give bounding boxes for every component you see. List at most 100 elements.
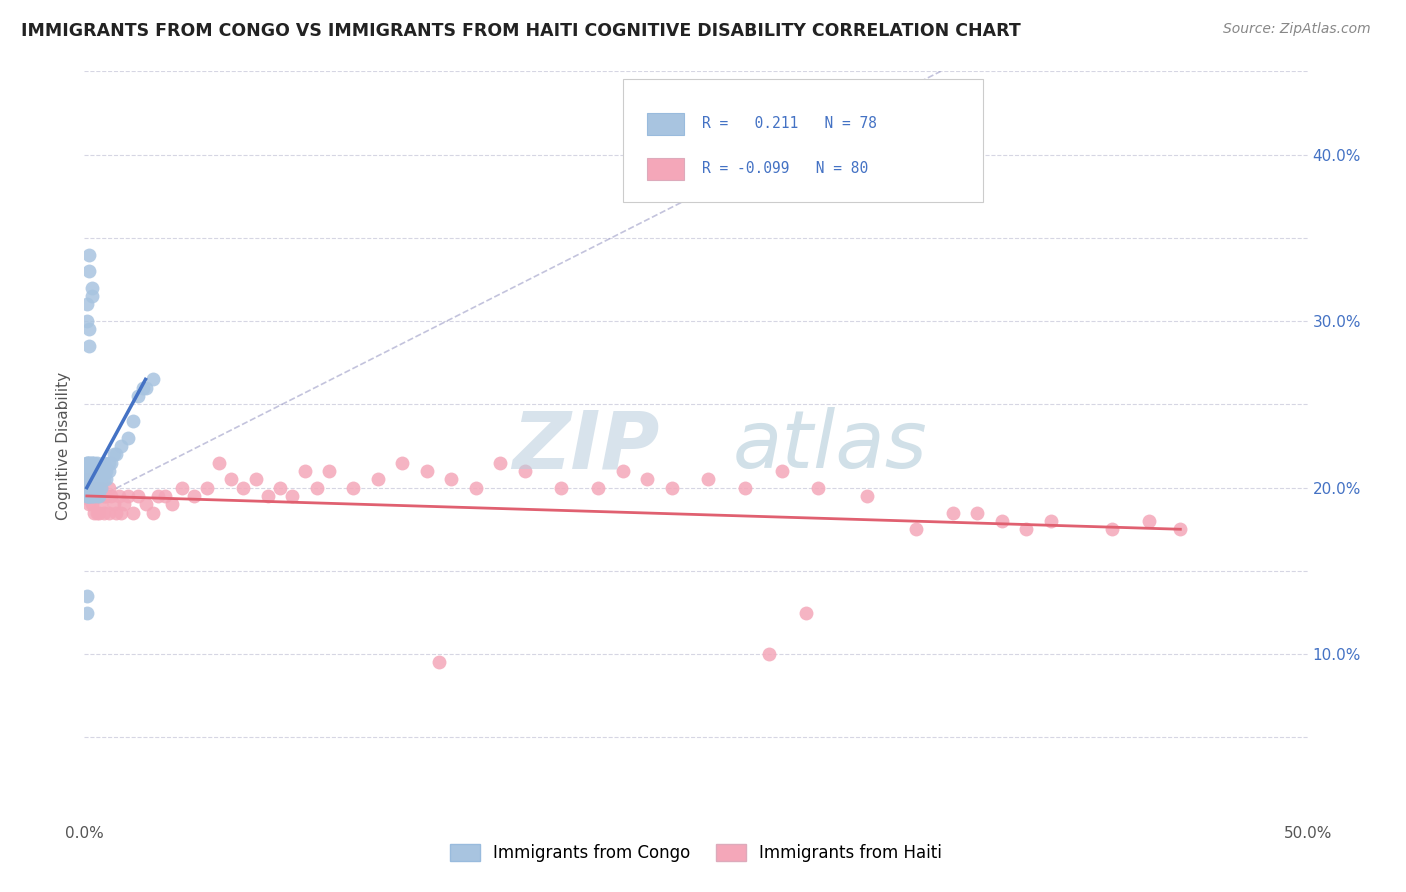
Point xyxy=(77,481,100,495)
Point xyxy=(86,506,108,520)
Point xyxy=(100,489,122,503)
Point xyxy=(305,481,328,495)
Point xyxy=(1039,514,1062,528)
Point xyxy=(245,472,267,486)
Point xyxy=(758,647,780,661)
Point xyxy=(93,489,115,503)
Point xyxy=(77,472,100,486)
Point xyxy=(1015,522,1038,536)
Point xyxy=(87,489,110,503)
Point xyxy=(87,481,110,495)
Point xyxy=(172,481,194,495)
Point xyxy=(76,456,98,470)
Point xyxy=(87,472,110,486)
Point xyxy=(86,464,108,478)
Point xyxy=(93,464,115,478)
Point xyxy=(76,456,98,470)
Point xyxy=(77,489,100,503)
Point xyxy=(76,472,98,486)
Point xyxy=(77,481,100,495)
Point xyxy=(416,464,439,478)
Point xyxy=(427,656,450,670)
Point xyxy=(636,472,658,486)
Point xyxy=(90,472,112,486)
Point xyxy=(76,472,98,486)
Point xyxy=(991,514,1014,528)
Point xyxy=(87,506,110,520)
Point xyxy=(142,372,165,386)
Point xyxy=(83,489,105,503)
Point xyxy=(127,489,149,503)
Point xyxy=(76,589,98,603)
Point xyxy=(86,481,108,495)
Point xyxy=(90,464,112,478)
Point xyxy=(146,489,169,503)
Point xyxy=(76,489,98,503)
Point xyxy=(77,472,100,486)
Point xyxy=(195,481,218,495)
Point xyxy=(440,472,463,486)
Point xyxy=(391,456,413,470)
Point xyxy=(96,472,118,486)
Y-axis label: Cognitive Disability: Cognitive Disability xyxy=(56,372,72,520)
Point xyxy=(77,489,100,503)
Point xyxy=(97,481,120,495)
Point xyxy=(83,481,105,495)
Point xyxy=(122,414,145,428)
Point xyxy=(612,464,634,478)
Point xyxy=(586,481,609,495)
Point xyxy=(342,481,364,495)
Point xyxy=(83,472,105,486)
Point xyxy=(86,472,108,486)
Point xyxy=(86,489,108,503)
FancyBboxPatch shape xyxy=(647,158,683,180)
Point xyxy=(697,472,720,486)
Point xyxy=(103,497,125,511)
Point xyxy=(80,489,103,503)
Point xyxy=(77,247,100,261)
Point xyxy=(103,447,125,461)
Point xyxy=(127,389,149,403)
Point xyxy=(76,489,98,503)
Point xyxy=(97,464,120,478)
Point xyxy=(90,481,112,495)
Point xyxy=(77,497,100,511)
Text: R =   0.211   N = 78: R = 0.211 N = 78 xyxy=(702,116,877,131)
Point xyxy=(734,481,756,495)
Point xyxy=(76,606,98,620)
Point xyxy=(80,472,103,486)
Point xyxy=(770,464,793,478)
Point xyxy=(80,481,103,495)
Point xyxy=(294,464,316,478)
Point xyxy=(1101,522,1123,536)
Point xyxy=(105,506,128,520)
Point xyxy=(162,497,184,511)
Point xyxy=(76,489,98,503)
Point xyxy=(107,489,129,503)
Point xyxy=(76,472,98,486)
Point xyxy=(905,522,928,536)
Point xyxy=(117,489,139,503)
Point xyxy=(110,439,132,453)
Text: IMMIGRANTS FROM CONGO VS IMMIGRANTS FROM HAITI COGNITIVE DISABILITY CORRELATION : IMMIGRANTS FROM CONGO VS IMMIGRANTS FROM… xyxy=(21,22,1021,40)
Point xyxy=(83,456,105,470)
Point xyxy=(86,456,108,470)
Text: Source: ZipAtlas.com: Source: ZipAtlas.com xyxy=(1223,22,1371,37)
Point xyxy=(90,481,112,495)
Point xyxy=(513,464,536,478)
Point xyxy=(942,506,965,520)
Point xyxy=(77,464,100,478)
Point xyxy=(112,497,135,511)
Point xyxy=(77,264,100,278)
Point xyxy=(110,506,132,520)
Point xyxy=(232,481,254,495)
Point xyxy=(76,481,98,495)
Point xyxy=(97,506,120,520)
Point xyxy=(1137,514,1160,528)
Point xyxy=(80,281,103,295)
Point xyxy=(153,489,176,503)
Point xyxy=(76,297,98,311)
Point xyxy=(318,464,340,478)
Point xyxy=(80,456,103,470)
Point xyxy=(122,506,145,520)
